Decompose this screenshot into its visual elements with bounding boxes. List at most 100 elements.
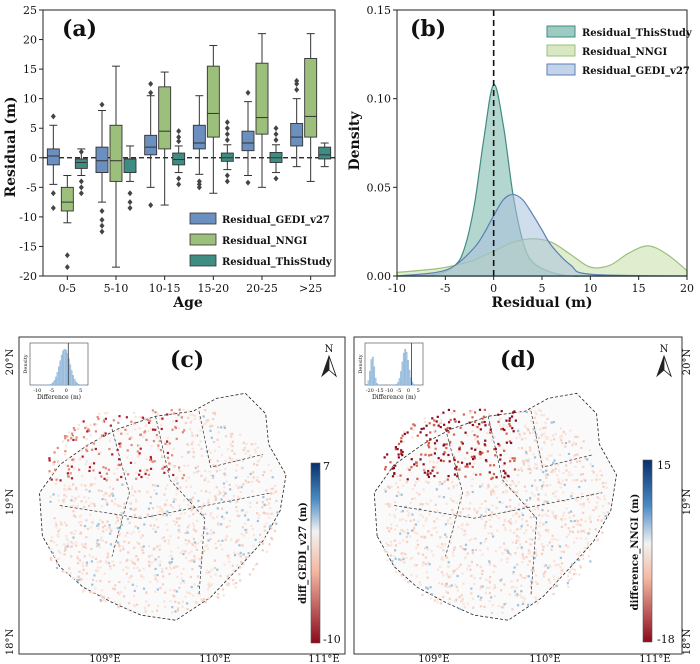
map-pixel	[84, 484, 87, 487]
map-pixel	[269, 487, 273, 491]
map-pixel	[197, 585, 200, 588]
map-pixel	[163, 471, 166, 474]
map-pixel	[560, 434, 563, 437]
map-pixel	[544, 426, 547, 429]
map-pixel	[156, 545, 159, 548]
map-pixel	[545, 437, 548, 440]
inset-bar	[69, 364, 72, 386]
map-pixel	[470, 574, 473, 577]
map-pixel	[78, 550, 81, 554]
map-pixel	[481, 553, 484, 556]
map-pixel	[491, 604, 494, 607]
map-pixel	[143, 523, 146, 526]
map-pixel	[462, 413, 465, 416]
map-pixel	[85, 500, 88, 503]
map-pixel	[219, 492, 222, 495]
map-pixel	[508, 440, 512, 443]
panel-a-ytick-label: 20	[23, 34, 37, 47]
map-pixel	[439, 546, 442, 549]
map-pixel	[202, 415, 205, 418]
panel-d-colorbar-max: 15	[657, 459, 671, 472]
box-Residual_NNGI	[158, 86, 172, 150]
map-pixel	[135, 585, 138, 588]
map-pixel	[571, 520, 574, 523]
map-pixel	[451, 508, 454, 512]
map-pixel	[123, 540, 126, 543]
map-pixel	[239, 566, 242, 569]
map-pixel	[502, 542, 506, 545]
map-pixel	[156, 580, 159, 583]
map-pixel	[132, 566, 136, 570]
map-pixel	[528, 550, 532, 554]
map-pixel	[64, 453, 67, 456]
box-Residual_NNGI	[255, 62, 269, 135]
map-pixel	[533, 508, 537, 511]
map-pixel	[433, 520, 436, 523]
map-pixel	[486, 547, 489, 551]
map-pixel	[449, 575, 452, 578]
map-pixel	[109, 565, 112, 568]
inset-bar	[63, 348, 66, 386]
map-pixel	[265, 550, 268, 553]
map-pixel	[406, 533, 409, 536]
map-pixel	[518, 435, 522, 438]
map-pixel	[469, 410, 472, 413]
map-pixel	[438, 495, 441, 498]
map-pixel	[438, 565, 442, 569]
map-pixel	[419, 431, 422, 434]
map-pixel	[50, 536, 54, 539]
map-pixel	[455, 585, 458, 589]
map-pixel	[569, 530, 572, 533]
map-pixel	[51, 463, 54, 466]
map-pixel	[161, 454, 164, 458]
map-pixel	[505, 484, 508, 487]
map-pixel	[502, 464, 505, 467]
map-pixel	[187, 451, 190, 454]
map-pixel	[122, 506, 126, 509]
map-pixel	[107, 468, 110, 471]
panel-c-lat-19: 19°N	[5, 489, 16, 516]
map-pixel	[133, 513, 136, 517]
map-pixel	[209, 532, 212, 535]
map-pixel	[173, 523, 177, 526]
map-pixel	[251, 490, 254, 493]
map-pixel	[154, 411, 157, 414]
map-pixel	[572, 525, 575, 529]
map-pixel	[436, 509, 439, 512]
map-pixel	[97, 522, 100, 526]
map-pixel	[78, 458, 82, 461]
map-pixel	[429, 438, 432, 441]
map-pixel	[485, 586, 489, 589]
map-pixel	[598, 478, 601, 481]
map-pixel	[246, 556, 249, 559]
map-pixel	[512, 489, 515, 492]
map-pixel	[209, 458, 212, 461]
map-pixel	[150, 554, 153, 557]
map-pixel	[394, 448, 397, 451]
map-pixel	[426, 548, 430, 551]
map-pixel	[434, 503, 437, 506]
map-pixel	[503, 526, 507, 530]
map-pixel	[526, 563, 530, 566]
map-pixel	[418, 507, 421, 511]
panel-a-ytick-label: 5	[30, 122, 37, 135]
map-pixel	[432, 466, 435, 469]
map-pixel	[169, 600, 172, 603]
map-pixel	[579, 503, 582, 506]
map-pixel	[171, 557, 174, 561]
map-pixel	[237, 486, 240, 489]
map-pixel	[175, 419, 178, 423]
map-pixel	[133, 546, 136, 549]
map-pixel	[88, 429, 91, 432]
map-pixel	[104, 560, 108, 563]
map-pixel	[412, 529, 415, 532]
map-pixel	[126, 449, 129, 452]
map-pixel	[157, 555, 160, 559]
map-pixel	[543, 442, 547, 445]
map-pixel	[484, 540, 487, 543]
map-pixel	[252, 544, 255, 547]
map-pixel	[178, 504, 181, 507]
map-pixel	[521, 518, 524, 521]
map-pixel	[406, 478, 409, 481]
map-pixel	[425, 546, 429, 549]
